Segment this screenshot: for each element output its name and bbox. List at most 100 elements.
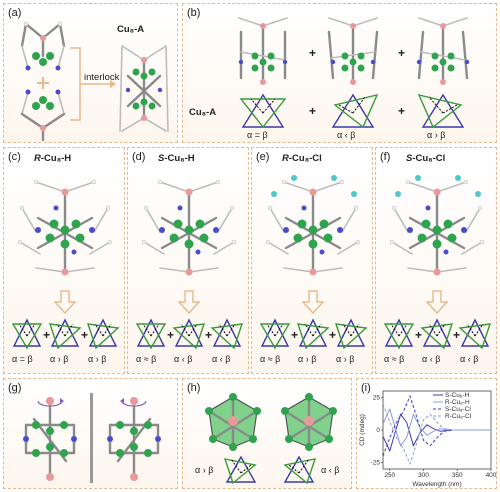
panel-f: (f) S-Cu₈-Cl [375, 147, 497, 374]
down-arrow-icon [302, 290, 324, 314]
twist-diagram-2 [331, 93, 379, 129]
legend-entry: R-Cu₈-Cl [445, 413, 472, 420]
panel-label-i: (i) [361, 382, 371, 394]
chirality-prefix: S- [406, 153, 416, 164]
panel-label-c: (c) [8, 151, 21, 163]
twist-diagram-1 [239, 93, 287, 129]
panel-i: (i) 250 300 350 400 -25 0 25 Wavelength (nm) CD … [356, 378, 497, 489]
plus-sign: + [329, 328, 337, 342]
panel-label-b: (b) [187, 7, 201, 19]
panel-a-title: Cu₈-A [117, 24, 145, 35]
plus-sign: + [309, 104, 317, 118]
cu8-molecule [389, 175, 485, 276]
plus-icon [37, 77, 49, 89]
alpha-beta-relation: α ≈ β [260, 354, 281, 364]
twist-diagram [210, 318, 244, 350]
plus-sign: + [291, 328, 299, 342]
cu8-molecule [17, 179, 113, 276]
series-line-1 [382, 413, 491, 453]
y-tick-label: -25 [371, 460, 381, 467]
alpha-beta-relation: α › β [50, 354, 69, 364]
conformer-1-molecule [238, 17, 288, 85]
x-axis-label: Wavelength (nm) [412, 481, 461, 488]
alpha-beta-relation: α = β [247, 130, 268, 140]
twist-diagram [86, 318, 120, 350]
down-arrow-icon [54, 290, 76, 314]
chirality-prefix: R- [282, 153, 293, 164]
plus-sign: + [398, 46, 406, 60]
alpha-beta-relation: α ≈ β [384, 354, 405, 364]
cu8-cluster-left-molecule [205, 393, 261, 451]
panel-d-title: S-Cu₈-H [158, 153, 195, 164]
alpha-beta-relation: α ≈ β [136, 354, 157, 364]
compound-name: Cu₈-Cl [415, 153, 446, 164]
alpha-beta-relation: α ‹ β [460, 354, 479, 364]
compound-name: Cu₈-H [167, 153, 195, 164]
twist-diagram-left [223, 455, 257, 485]
series-line-4 [382, 403, 491, 466]
panel-d: (d) S-Cu₈-H [127, 147, 249, 374]
mirror-plane-divider [90, 393, 93, 483]
alpha-beta-relation: α › β [298, 354, 317, 364]
twist-diagram [48, 318, 82, 350]
chirality-prefix: S- [158, 153, 168, 164]
plus-sign: + [398, 104, 406, 118]
panel-a: (a) Cu₈-A interlock [3, 3, 178, 143]
twist-diagram [135, 318, 167, 350]
plus-sign: + [309, 46, 317, 60]
twist-diagram [420, 318, 454, 350]
panel-h: (h) α › β α ‹ β [182, 378, 352, 489]
molecule-fragment-top [20, 21, 66, 71]
plus-sign: + [81, 328, 89, 342]
alpha-beta-relation: α ‹ β [174, 354, 193, 364]
twist-diagram [296, 318, 330, 350]
panel-b-row-label: Cu₈-A [189, 107, 217, 118]
legend-entry: S-Cu₈-H [445, 392, 470, 399]
compound-name: Cu₈-H [44, 153, 72, 164]
plus-sign: + [205, 328, 213, 342]
x-tick-label: 350 [452, 472, 463, 479]
plus-sign: + [43, 328, 51, 342]
twist-diagram-right [283, 455, 317, 485]
plus-sign: + [453, 328, 461, 342]
series-line-2 [382, 407, 491, 447]
down-arrow-icon [426, 290, 448, 314]
panel-label-a: (a) [8, 7, 22, 19]
twist-diagram [383, 318, 415, 350]
conformer-2-molecule [327, 17, 379, 85]
panel-label-g: (g) [8, 382, 22, 394]
cu8-core-left-molecule [23, 397, 77, 481]
panel-e-title: R-Cu₈-Cl [282, 153, 322, 164]
alpha-beta-relation: α ‹ β [422, 354, 441, 364]
alpha-beta-relation: α ‹ β [337, 130, 356, 140]
panel-g: (g) [3, 378, 178, 489]
twist-diagram [172, 318, 206, 350]
cd-spectrum-chart: 250 300 350 400 -25 0 25 Wavelength (nm) CD (mde… [359, 390, 497, 488]
y-tick-label: 0 [376, 427, 380, 434]
y-tick-label: 25 [373, 395, 381, 402]
x-tick-label: 250 [384, 472, 395, 479]
cu8-cluster-right-molecule [281, 393, 337, 451]
panel-f-title: S-Cu₈-Cl [406, 153, 445, 164]
panel-b: (b) + + Cu₈-A α = β + [182, 3, 497, 143]
alpha-beta-relation: α › β [427, 130, 446, 140]
y-axis-label: CD (mdeg) [359, 414, 366, 446]
panel-label-h: (h) [187, 382, 201, 394]
twist-diagram [334, 318, 368, 350]
alpha-beta-relation: α ‹ β [321, 465, 340, 475]
alpha-beta-relation: α › β [336, 354, 355, 364]
cu8-core-right-molecule [107, 397, 161, 481]
compound-name: Cu₈-Cl [292, 153, 322, 164]
plus-sign: + [167, 328, 175, 342]
conformer-3-molecule [416, 17, 470, 85]
legend-entry: S-Cu₈-Cl [445, 406, 471, 413]
interlock-label: interlock [84, 72, 120, 83]
twist-diagram [458, 318, 492, 350]
panel-label-f: (f) [380, 151, 391, 163]
interlock-arrow-icon [70, 47, 116, 121]
series-line-3 [382, 394, 491, 457]
cu8-molecule [265, 175, 361, 276]
twist-diagram [259, 318, 291, 350]
alpha-beta-relation: α ‹ β [212, 354, 231, 364]
down-arrow-icon [178, 290, 200, 314]
